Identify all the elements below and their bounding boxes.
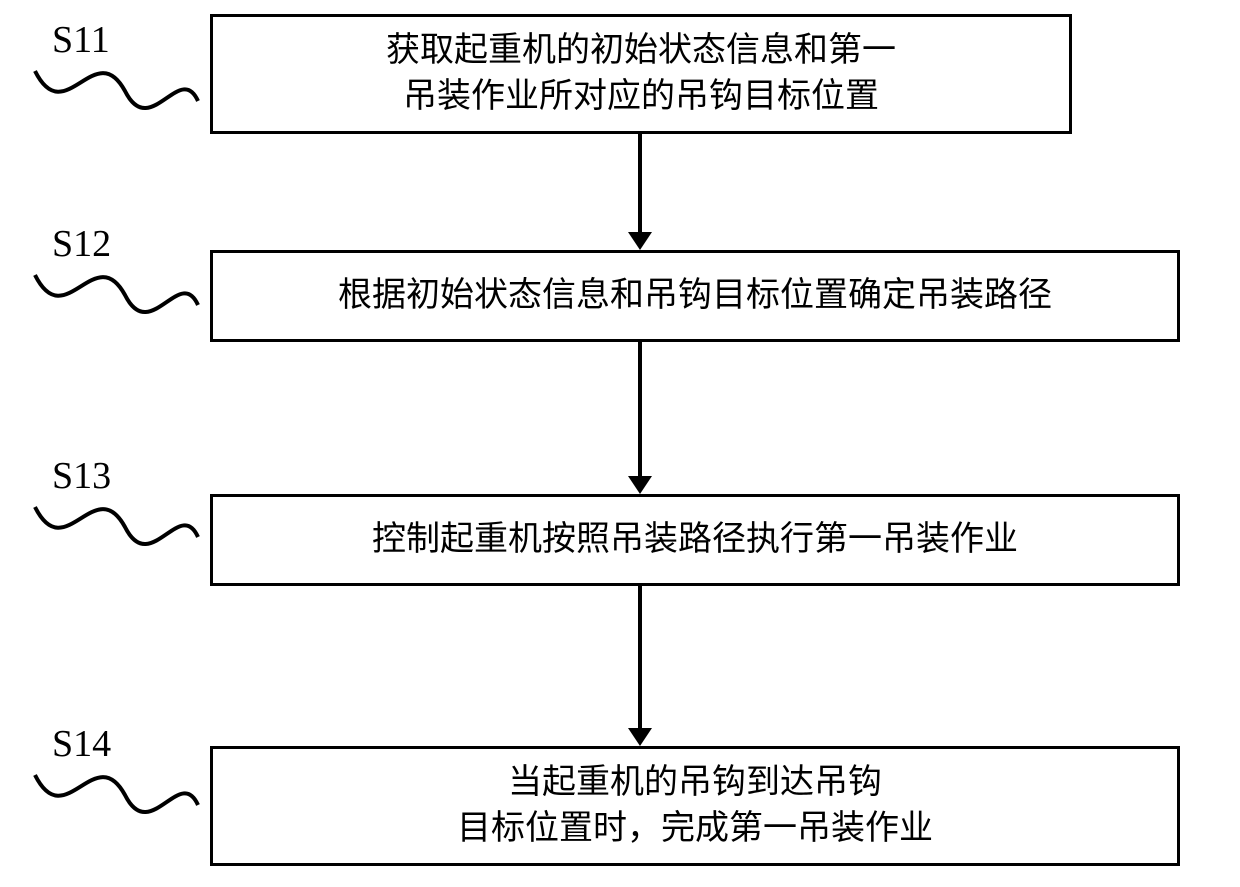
step-wave-s13 (30, 482, 200, 572)
step-wave-s11 (30, 46, 200, 136)
step-box-s14: 当起重机的吊钩到达吊钩 目标位置时，完成第一吊装作业 (210, 746, 1180, 866)
arrowhead-s11-s12 (628, 232, 652, 250)
step-text-s14: 当起重机的吊钩到达吊钩 目标位置时，完成第一吊装作业 (457, 760, 933, 852)
connector-s11-s12 (638, 134, 642, 232)
step-wave-s12 (30, 250, 200, 340)
step-line: 当起重机的吊钩到达吊钩 (508, 764, 882, 801)
step-line: 目标位置时，完成第一吊装作业 (457, 810, 933, 847)
step-text-s12: 根据初始状态信息和吊钩目标位置确定吊装路径 (338, 273, 1052, 319)
step-line: 获取起重机的初始状态信息和第一 (386, 32, 896, 69)
step-text-s11: 获取起重机的初始状态信息和第一 吊装作业所对应的吊钩目标位置 (386, 28, 896, 120)
step-box-s11: 获取起重机的初始状态信息和第一 吊装作业所对应的吊钩目标位置 (210, 14, 1072, 134)
step-box-s13: 控制起重机按照吊装路径执行第一吊装作业 (210, 494, 1180, 586)
arrowhead-s13-s14 (628, 728, 652, 746)
step-line: 根据初始状态信息和吊钩目标位置确定吊装路径 (338, 277, 1052, 314)
connector-s13-s14 (638, 586, 642, 728)
step-box-s12: 根据初始状态信息和吊钩目标位置确定吊装路径 (210, 250, 1180, 342)
step-line: 控制起重机按照吊装路径执行第一吊装作业 (372, 521, 1018, 558)
step-line: 吊装作业所对应的吊钩目标位置 (403, 78, 879, 115)
flowchart-canvas: S11 获取起重机的初始状态信息和第一 吊装作业所对应的吊钩目标位置 S12 根… (0, 0, 1240, 887)
connector-s12-s13 (638, 342, 642, 476)
arrowhead-s12-s13 (628, 476, 652, 494)
step-wave-s14 (30, 750, 200, 840)
step-text-s13: 控制起重机按照吊装路径执行第一吊装作业 (372, 517, 1018, 563)
